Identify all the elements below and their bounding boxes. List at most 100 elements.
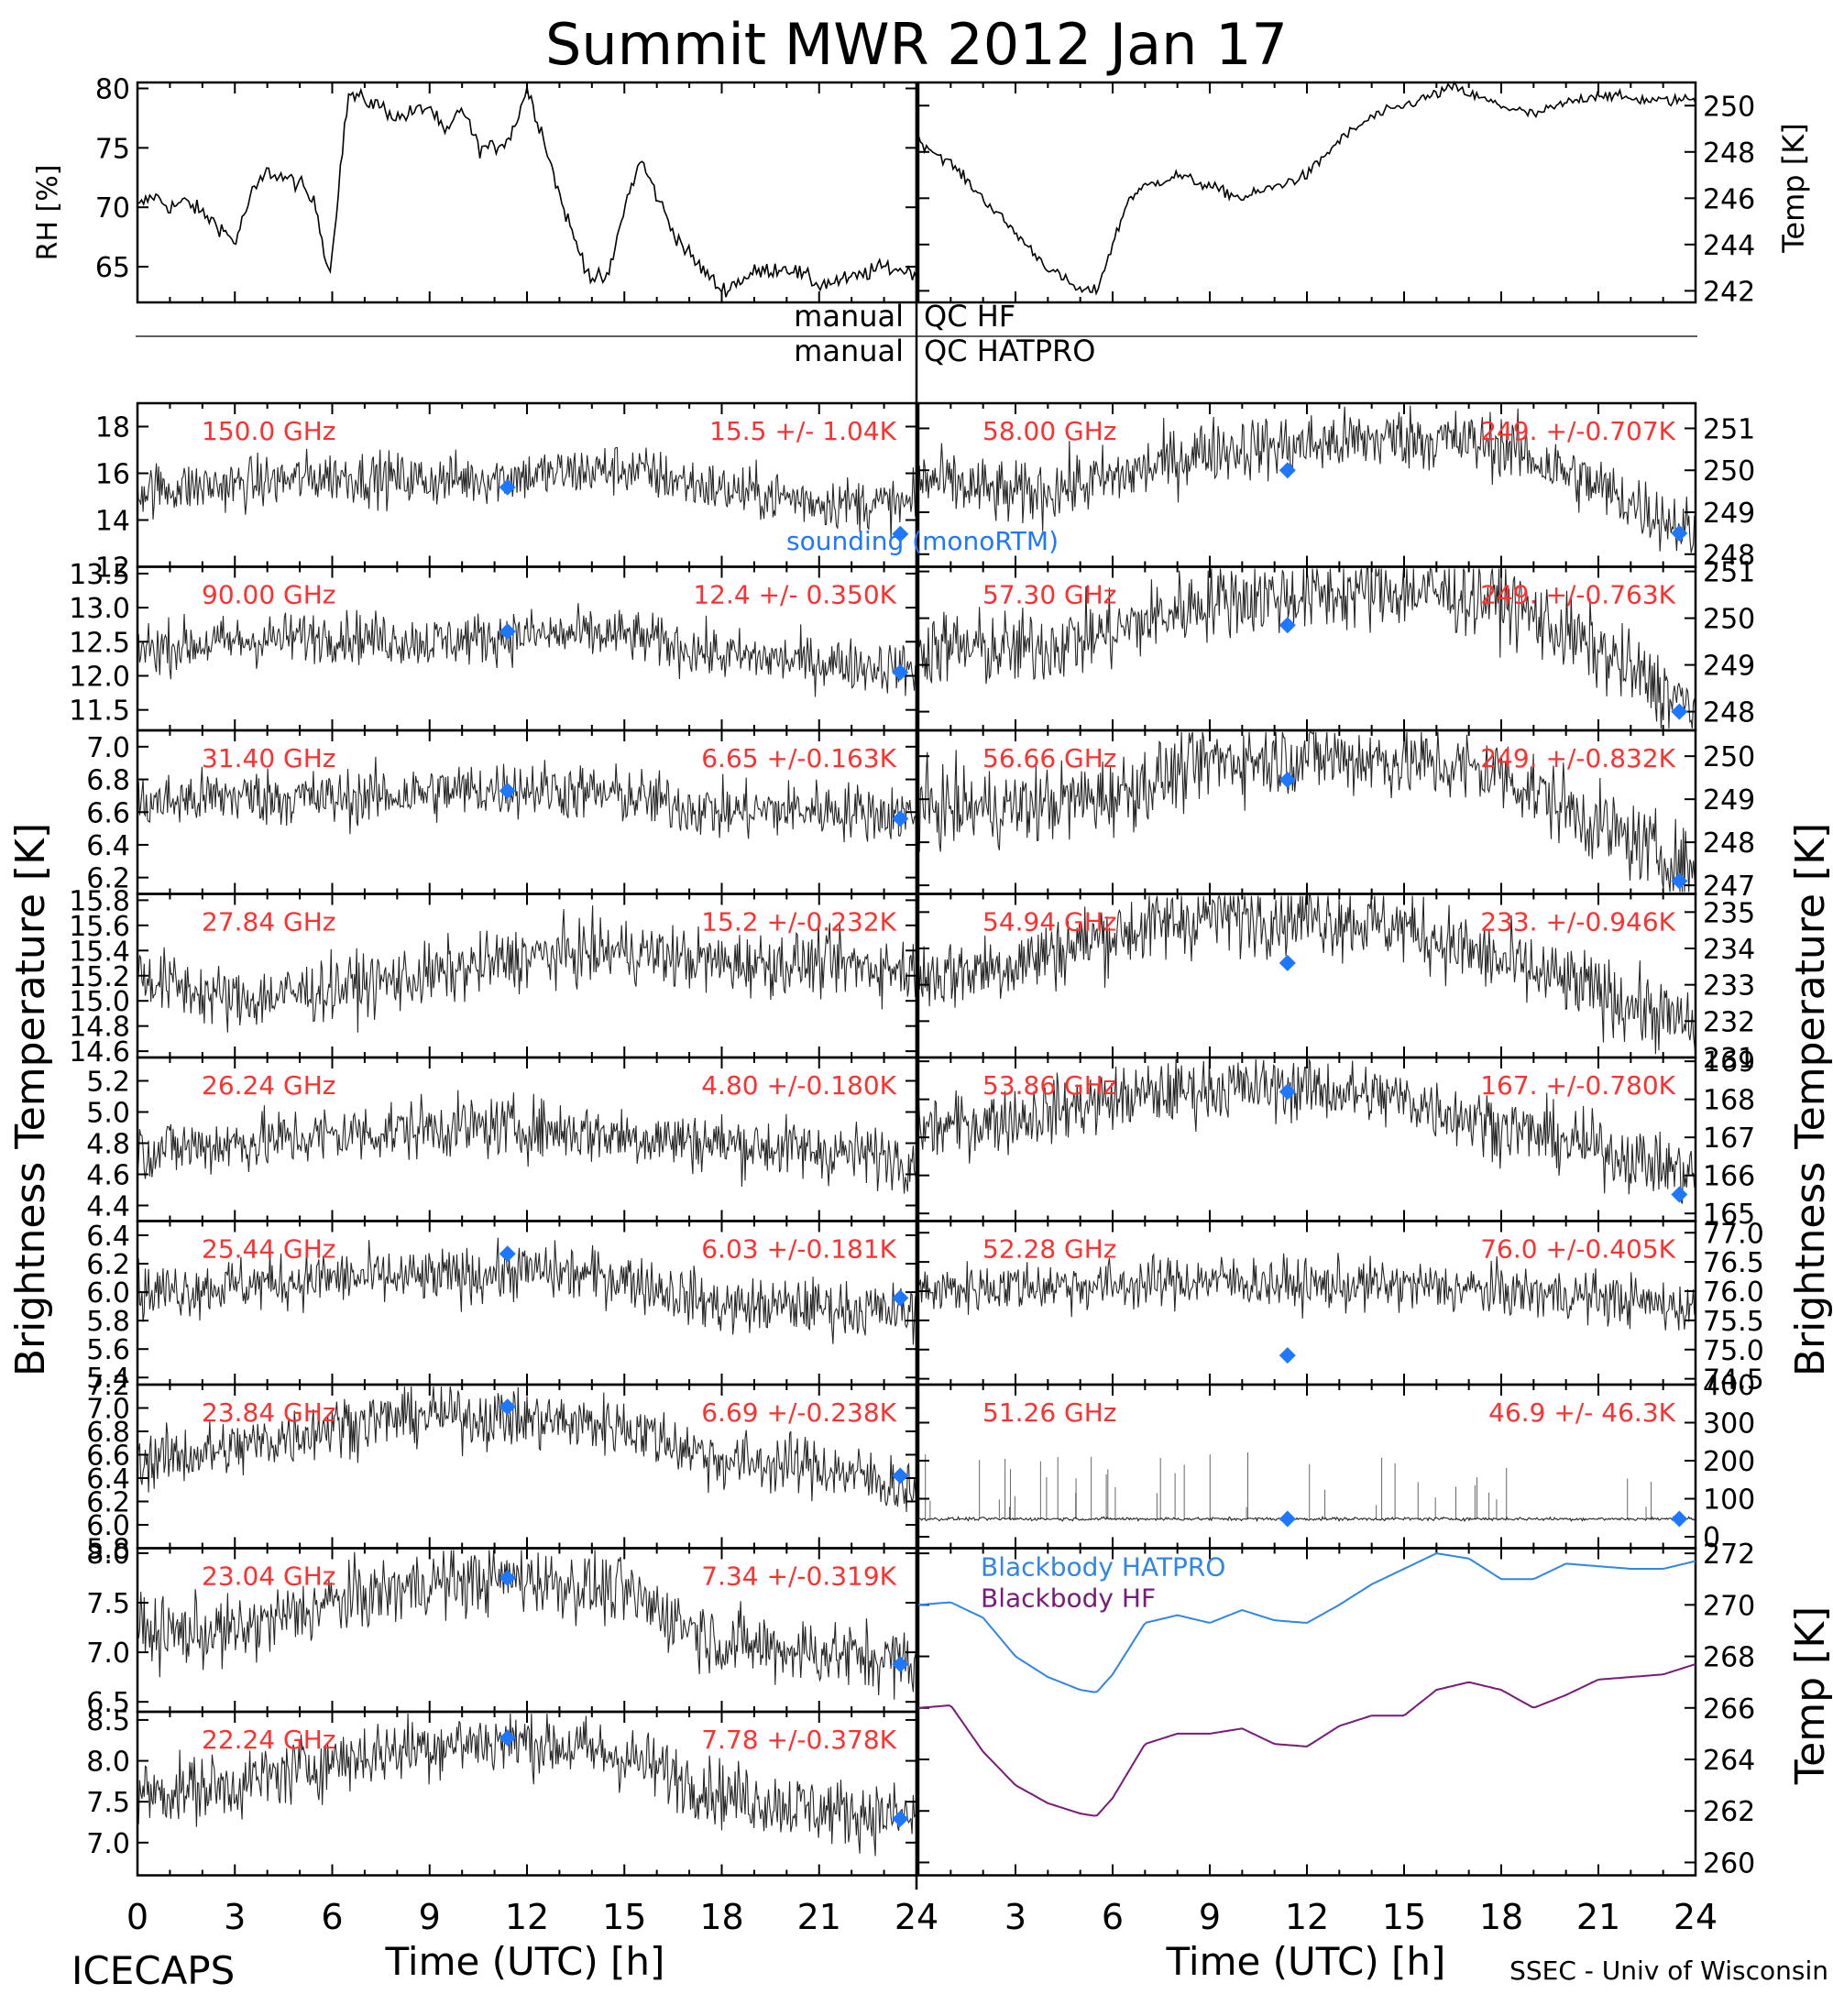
channel-5494-right-sounding-marker [1279,954,1296,971]
temp-ytick-label: 242 [1703,276,1755,308]
rh-ytick-label: 70 [95,192,130,225]
channel-3140-left-ytick-label: 6.8 [86,765,130,797]
channel-5494-right-ytick-label: 234 [1703,934,1755,966]
x-tick-label-right: 24 [1674,1897,1718,1937]
channel-5228-right-ytick-label: 75.0 [1703,1335,1764,1367]
qc-hatpro-label-left: manual [794,334,904,368]
channel-2544-left-freq-label: 25.44 GHz [202,1234,336,1265]
temp-bottom-axis-label: Temp [K] [1787,1606,1833,1785]
channel-3140-left-sounding-marker [892,810,909,827]
sounding-legend: sounding (monoRTM) [786,526,1059,556]
channel-5730-right-panel-xticks [917,566,1696,730]
channel-2544-left-ytick-label: 5.6 [86,1334,130,1366]
channel-2304-left-stat-label: 7.34 +/-0.319K [701,1561,896,1592]
temp-series-line [917,80,1696,296]
channel-5800-right-freq-label: 58.00 GHz [982,416,1117,446]
channel-2304-left-freq-label: 23.04 GHz [202,1561,336,1592]
channel-9000-left-ytick-label: 12.0 [69,662,130,694]
channel-5386-right-trace [917,1058,1696,1204]
channel-5228-right-trace [917,1252,1696,1331]
channel-2784-left-ytick-label: 14.8 [69,1012,130,1044]
channel-5494-right-ytick-label: 231 [1703,1043,1755,1075]
channel-5730-right-ytick-label: 250 [1703,604,1755,636]
channel-2384-left-freq-label: 23.84 GHz [202,1397,336,1428]
channel-2384-left-ytick-label: 6.8 [86,1417,130,1449]
channel-2384-left-ytick-label: 6.2 [86,1487,130,1519]
qc-hf-label-right: QC HF [924,299,1015,334]
channel-5666-right-ytick-label: 249 [1703,784,1755,816]
channel-5386-right-ytick-label: 169 [1703,1046,1755,1079]
blackbody-hf-line [917,1663,1696,1817]
footer-icecaps: ICECAPS [71,1948,235,1993]
channel-2224-left-freq-label: 22.24 GHz [202,1725,336,1755]
channel-2384-left-stat-label: 6.69 +/-0.238K [701,1397,896,1428]
channel-2784-left-ytick-label: 15.8 [69,885,130,917]
channel-2624-left-freq-label: 26.24 GHz [202,1070,336,1101]
channel-5800-right-ytick-label: 249 [1703,498,1755,530]
channel-5228-right-stat-label: 76.0 +/-0.405K [1480,1234,1675,1265]
channel-2304-left-ytick-label: 6.5 [86,1687,130,1719]
channel-5730-right-ytick-label: 248 [1703,697,1755,729]
channel-5730-right-ytick-label: 251 [1703,557,1755,589]
channel-2544-left-ytick-label: 6.4 [86,1221,130,1253]
channel-1500-left-freq-label: 150.0 GHz [202,416,336,446]
channel-5730-right-ytick-label: 249 [1703,651,1755,683]
channel-5126-right-ytick-label: 400 [1703,1370,1755,1402]
channel-9000-left-stat-label: 12.4 +/- 0.350K [693,580,896,610]
channel-5800-right-sounding-marker [1671,524,1688,542]
qc-hatpro-label-right: QC HATPRO [924,334,1095,368]
channel-2384-left-ytick-label: 6.4 [86,1463,130,1496]
blackbody-ytick-label: 260 [1703,1847,1755,1879]
channel-5386-right-ytick-label: 167 [1703,1123,1755,1155]
channel-2224-left-ytick-label: 7.5 [86,1787,130,1819]
channel-5386-right-stat-label: 167. +/-0.780K [1480,1070,1675,1101]
channel-5800-right-ytick-label: 251 [1703,413,1755,445]
channel-5126-right-ytick-label: 0 [1703,1522,1720,1554]
channel-5494-right-ytick-label: 233 [1703,970,1755,1003]
channel-2224-left-trace [137,1713,917,1857]
channel-2784-left-ytick-label: 15.0 [69,986,130,1018]
figure-title: Summit MWR 2012 Jan 17 [545,11,1288,78]
channel-2384-left-sounding-marker [892,1467,909,1485]
channel-5126-right-trace [917,1515,1696,1523]
x-tick-label-right: 18 [1479,1897,1523,1937]
channel-5730-right-stat-label: 249. +/-0.763K [1480,580,1675,610]
channel-3140-left-freq-label: 31.40 GHz [202,743,336,773]
channel-5800-right-ytick-label: 250 [1703,455,1755,488]
blackbody-panel-xticks [917,1548,1696,1876]
channel-2384-left-ytick-label: 6.0 [86,1510,130,1542]
channel-2384-left-ytick-label: 6.6 [86,1441,130,1473]
channel-5228-right-ytick-label: 75.5 [1703,1306,1764,1338]
blackbody-ytick-label: 272 [1703,1539,1755,1571]
channel-2304-left-ytick-label: 7.0 [86,1638,130,1670]
channel-2624-left-ytick-label: 4.8 [86,1129,130,1161]
channel-5228-right-ytick-label: 76.0 [1703,1276,1764,1309]
channel-2224-left-sounding-marker [892,1810,909,1827]
channel-5666-right-sounding-marker [1671,872,1688,890]
channel-1500-left-ytick-label: 14 [95,506,130,538]
channel-2624-left-ytick-label: 5.0 [86,1098,130,1130]
channel-2384-left-trace [137,1386,917,1513]
channel-2624-left-ytick-label: 5.2 [86,1067,130,1099]
temp-top-axis-label: Temp [K] [1776,123,1811,253]
channel-2544-left-trace [137,1237,917,1345]
channel-2384-left-ytick-label: 7.2 [86,1370,130,1402]
channel-5126-right-ytick-label: 300 [1703,1408,1755,1441]
channel-9000-left-trace [137,603,917,697]
footer-ssec: SSEC - Univ of Wisconsin [1509,1956,1828,1986]
channel-9000-left-ytick-label: 12.5 [69,627,130,659]
temp-ytick-label: 244 [1703,230,1755,262]
brightness-temperature-right-label: Brightness Temperature [K] [1787,823,1833,1376]
qc-hf-label-left: manual [794,299,904,334]
channel-9000-left-ytick-label: 11.5 [69,696,130,728]
channel-5494-right-freq-label: 54.94 GHz [982,907,1117,937]
blackbody-ytick-label: 268 [1703,1642,1755,1674]
channel-2384-left-ytick-label: 5.8 [86,1534,130,1566]
channel-1500-left-ytick-label: 16 [95,459,130,491]
channel-2784-left-trace [137,905,917,1033]
channel-1500-left-ytick-label: 12 [95,553,130,585]
channel-5126-right-sounding-marker [1279,1510,1296,1528]
channel-5386-right-sounding-marker [1671,1186,1688,1203]
